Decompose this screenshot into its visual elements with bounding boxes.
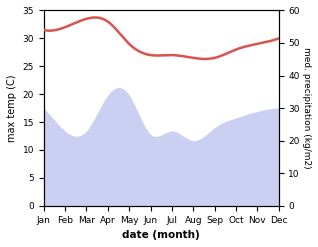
X-axis label: date (month): date (month) <box>122 230 200 240</box>
Y-axis label: med. precipitation (kg/m2): med. precipitation (kg/m2) <box>302 47 311 169</box>
Y-axis label: max temp (C): max temp (C) <box>7 74 17 142</box>
